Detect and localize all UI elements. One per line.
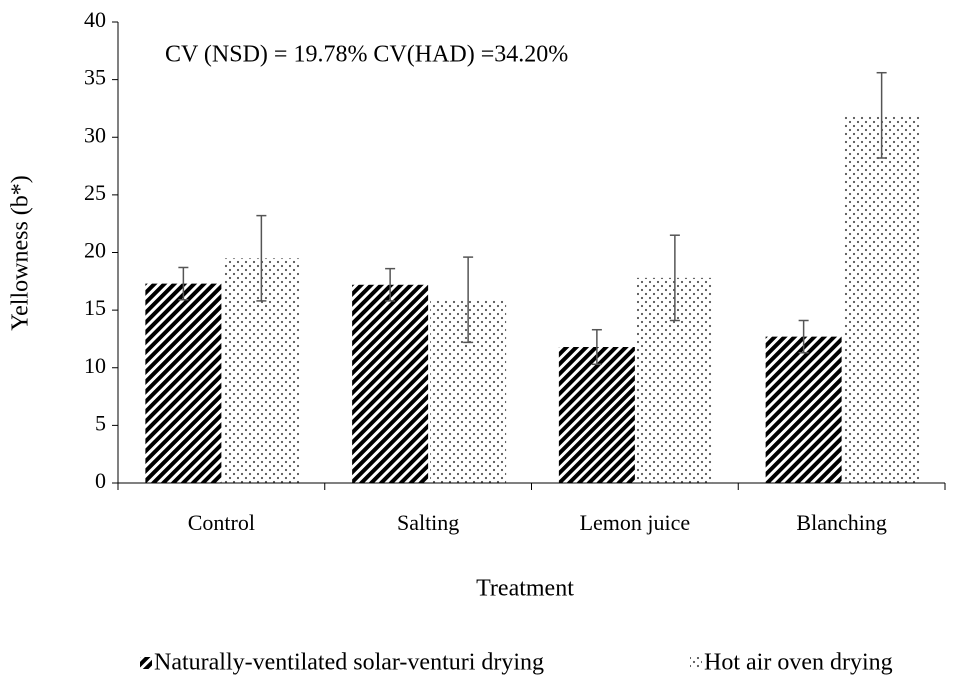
y-tick-label: 20: [84, 238, 106, 263]
y-tick-label: 15: [84, 295, 106, 320]
x-tick-label: Blanching: [796, 510, 886, 535]
error-bar: [876, 71, 887, 159]
error-bar: [591, 328, 602, 366]
bar: [352, 284, 429, 483]
error-bar: [256, 214, 267, 302]
error-bar: [385, 267, 396, 302]
y-axis-label: Yellowness (b*): [8, 175, 34, 331]
bar: [843, 115, 920, 483]
annotation: CV (NSD) = 19.78% CV(HAD) =34.20%: [165, 42, 568, 68]
x-axis-label: Treatment: [476, 576, 574, 602]
bar: [558, 347, 635, 483]
x-tick-label: Lemon juice: [580, 510, 691, 535]
bar: [765, 336, 842, 483]
y-tick-label: 5: [95, 410, 106, 435]
legend-swatch: [140, 657, 152, 669]
y-tick-label: 10: [84, 353, 106, 378]
y-tick-label: 30: [84, 122, 106, 147]
x-tick-label: Salting: [397, 510, 459, 535]
error-bar: [669, 234, 680, 322]
legend-swatch: [690, 657, 702, 669]
legend-label: Hot air oven drying: [704, 650, 893, 676]
x-tick-label: Control: [188, 510, 255, 535]
legend-label: Naturally-ventilated solar-venturi dryin…: [154, 650, 544, 676]
bar: [145, 283, 222, 483]
y-tick-label: 40: [84, 7, 106, 32]
y-tick-label: 35: [84, 65, 106, 90]
error-bar: [463, 256, 474, 344]
y-tick-label: 0: [95, 468, 106, 493]
error-bar: [178, 266, 189, 301]
error-bar: [798, 319, 809, 354]
y-tick-label: 25: [84, 180, 106, 205]
